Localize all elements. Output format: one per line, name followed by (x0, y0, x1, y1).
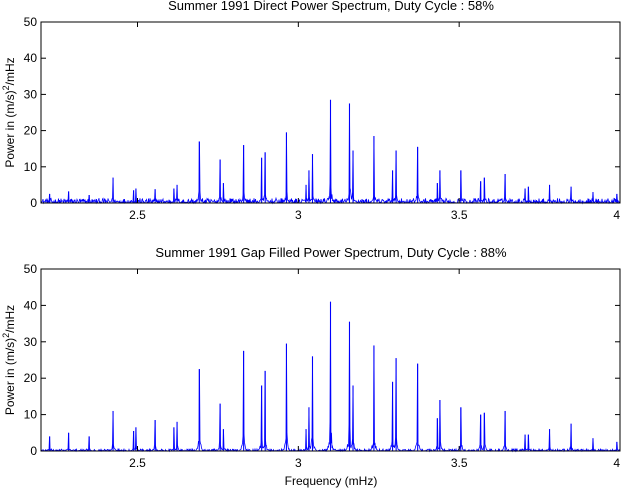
x-tick-label: 2.5 (129, 456, 146, 470)
x-tick-label: 3.5 (451, 456, 468, 470)
panel-direct-spectrum: Summer 1991 Direct Power Spectrum, Duty … (1, 0, 621, 222)
y-tick-label: 10 (24, 408, 38, 422)
y-tick-label: 20 (24, 371, 38, 385)
y-tick-label: 40 (24, 51, 38, 65)
x-tick-label: 3 (295, 456, 302, 470)
x-axis-label: Frequency (mHz) (285, 474, 378, 488)
y-tick-label: 20 (24, 124, 38, 138)
y-tick-label: 50 (24, 262, 38, 276)
x-tick-label: 3 (295, 208, 302, 222)
chart-title-direct: Summer 1991 Direct Power Spectrum, Duty … (168, 0, 494, 13)
y-tick-label: 40 (24, 298, 38, 312)
y-tick-label: 30 (24, 87, 38, 101)
y-axis-label-direct: Power in (m/s)2/mHz (1, 57, 17, 167)
y-tick-label: 0 (30, 196, 37, 210)
plot-frame-direct (40, 21, 621, 204)
y-tick-label: 0 (30, 444, 37, 458)
y-tick-label: 10 (24, 160, 38, 174)
y-axis-label-gap-filled: Power in (m/s)2/mHz (1, 305, 17, 415)
x-tick-label: 3.5 (451, 208, 468, 222)
chart-title-gap-filled: Summer 1991 Gap Filled Power Spectrum, D… (155, 245, 507, 260)
panel-gap-filled-spectrum: Summer 1991 Gap Filled Power Spectrum, D… (1, 245, 621, 488)
x-tick-label: 2.5 (129, 208, 146, 222)
y-tick-label: 50 (24, 15, 38, 29)
y-tick-label: 30 (24, 335, 38, 349)
plot-frame-gap-filled (40, 268, 621, 452)
x-tick-label: 4 (613, 456, 620, 470)
x-tick-label: 4 (613, 208, 620, 222)
